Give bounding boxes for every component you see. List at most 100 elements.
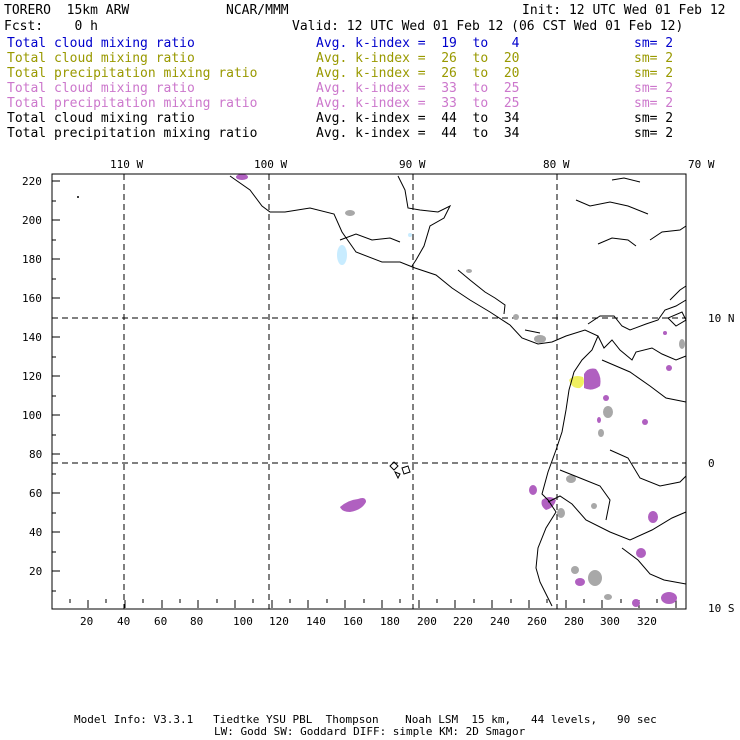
- x-tick-label: 100: [233, 615, 253, 628]
- field-kindex: Avg. k-index = 33 to 25: [316, 81, 520, 96]
- x-tick-label: 280: [564, 615, 584, 628]
- y-tick-label: 20: [29, 565, 43, 578]
- x-tick-label: 160: [343, 615, 363, 628]
- purple-patch: [529, 485, 537, 495]
- field-smoothing: sm= 2: [634, 126, 674, 141]
- y-tick-label: 100: [22, 409, 42, 422]
- field-name: Total precipitation mixing ratio: [7, 66, 258, 81]
- gray-patch: [345, 210, 355, 216]
- y-tick-label: 140: [22, 331, 42, 344]
- gray-patch: [679, 339, 685, 349]
- valid-time: Valid: 12 UTC Wed 01 Feb 12 (06 CST Wed …: [292, 19, 684, 34]
- latlon-grid: [52, 174, 686, 609]
- purple-patch: [603, 395, 609, 401]
- purple-patch: [236, 174, 248, 180]
- y-tick-label: 120: [22, 370, 42, 383]
- x-minor-ticks: [69, 599, 677, 608]
- purple-patch: [642, 419, 648, 425]
- y-tick-label: 160: [22, 292, 42, 305]
- x-tick-label: 60: [154, 615, 168, 628]
- lightblue-patch: [408, 233, 412, 237]
- field-smoothing: sm= 2: [634, 66, 674, 81]
- gray-patch: [598, 429, 604, 437]
- forecast-hour: Fcst: 0 h: [4, 19, 98, 34]
- x-tick-label: 20: [80, 615, 94, 628]
- x-tick-label: 320: [637, 615, 657, 628]
- gray-patch: [571, 566, 579, 574]
- field-smoothing: sm= 2: [634, 36, 674, 51]
- y-tick-label: 60: [29, 487, 43, 500]
- y-tick-label: 40: [29, 526, 43, 539]
- field-kindex: Avg. k-index = 19 to 4: [316, 36, 520, 51]
- lon-label: 70 W: [688, 158, 715, 171]
- field-kindex: Avg. k-index = 26 to 20: [316, 51, 520, 66]
- purple-patch: [648, 511, 658, 523]
- purple-patch: [632, 599, 640, 607]
- field-name: Total cloud mixing ratio: [7, 81, 195, 96]
- x-tick-label: 220: [453, 615, 473, 628]
- field-name: Total precipitation mixing ratio: [7, 96, 258, 111]
- organization: NCAR/MMM: [226, 3, 289, 18]
- x-tick-label: 260: [527, 615, 547, 628]
- gray-patch: [591, 503, 597, 509]
- purple-patch: [584, 368, 601, 390]
- lon-label: 80 W: [543, 158, 570, 171]
- purple-patch: [636, 548, 646, 558]
- field-smoothing: sm= 2: [634, 111, 674, 126]
- lat-label: 10 N: [708, 312, 735, 325]
- y-tick-label: 220: [22, 175, 42, 188]
- lightblue-patch: [337, 245, 347, 265]
- gray-patch: [588, 570, 602, 586]
- field-name: Total cloud mixing ratio: [7, 111, 195, 126]
- y-tick-label: 80: [29, 448, 43, 461]
- field-smoothing: sm= 2: [634, 81, 674, 96]
- x-tick-label: 300: [600, 615, 620, 628]
- init-time: Init: 12 UTC Wed 01 Feb 12: [522, 3, 726, 18]
- x-tick-label: 80: [190, 615, 204, 628]
- island-dot: [77, 196, 79, 198]
- y-tick-label: 200: [22, 214, 42, 227]
- gray-patch: [566, 475, 576, 483]
- lon-label: 100 W: [254, 158, 288, 171]
- gray-patch: [513, 314, 519, 320]
- x-tick-label: 140: [306, 615, 326, 628]
- yellow-patch: [569, 376, 584, 389]
- purple-patch: [575, 578, 585, 586]
- x-tick-label: 120: [269, 615, 289, 628]
- field-kindex: Avg. k-index = 33 to 25: [316, 96, 520, 111]
- x-tick-label: 240: [490, 615, 510, 628]
- lon-label: 90 W: [399, 158, 426, 171]
- coastlines: [229, 175, 687, 607]
- x-tick-label: 40: [117, 615, 131, 628]
- gray-patch: [557, 508, 565, 518]
- field-kindex: Avg. k-index = 44 to 34: [316, 111, 520, 126]
- field-name: Total cloud mixing ratio: [7, 36, 195, 51]
- field-kindex: Avg. k-index = 26 to 20: [316, 66, 520, 81]
- purple-patch: [666, 365, 672, 371]
- map-frame: [51, 173, 687, 610]
- gray-patch: [604, 594, 612, 600]
- field-kindex: Avg. k-index = 44 to 34: [316, 126, 520, 141]
- lat-label: 0: [708, 457, 715, 470]
- x-tick-label: 200: [417, 615, 437, 628]
- purple-patch: [661, 592, 677, 604]
- model-physics: LW: Godd SW: Goddard DIFF: simple KM: 2D…: [214, 725, 526, 738]
- model-info: Model Info: V3.3.1 Tiedtke YSU PBL Thomp…: [74, 713, 657, 726]
- field-smoothing: sm= 2: [634, 96, 674, 111]
- purple-patch: [340, 498, 366, 512]
- purple-patch: [663, 331, 667, 335]
- field-name: Total precipitation mixing ratio: [7, 126, 258, 141]
- y-tick-label: 180: [22, 253, 42, 266]
- model-name: TORERO 15km ARW: [4, 3, 130, 18]
- gray-patch: [466, 269, 472, 273]
- x-tick-label: 180: [380, 615, 400, 628]
- field-smoothing: sm= 2: [634, 51, 674, 66]
- gray-patch: [603, 406, 613, 418]
- y-minor-ticks: [52, 180, 60, 592]
- purple-patch: [597, 417, 601, 423]
- gray-patch: [534, 335, 546, 343]
- lon-label: 110 W: [110, 158, 144, 171]
- precip-features: [236, 174, 685, 607]
- lat-label: 10 S: [708, 602, 735, 615]
